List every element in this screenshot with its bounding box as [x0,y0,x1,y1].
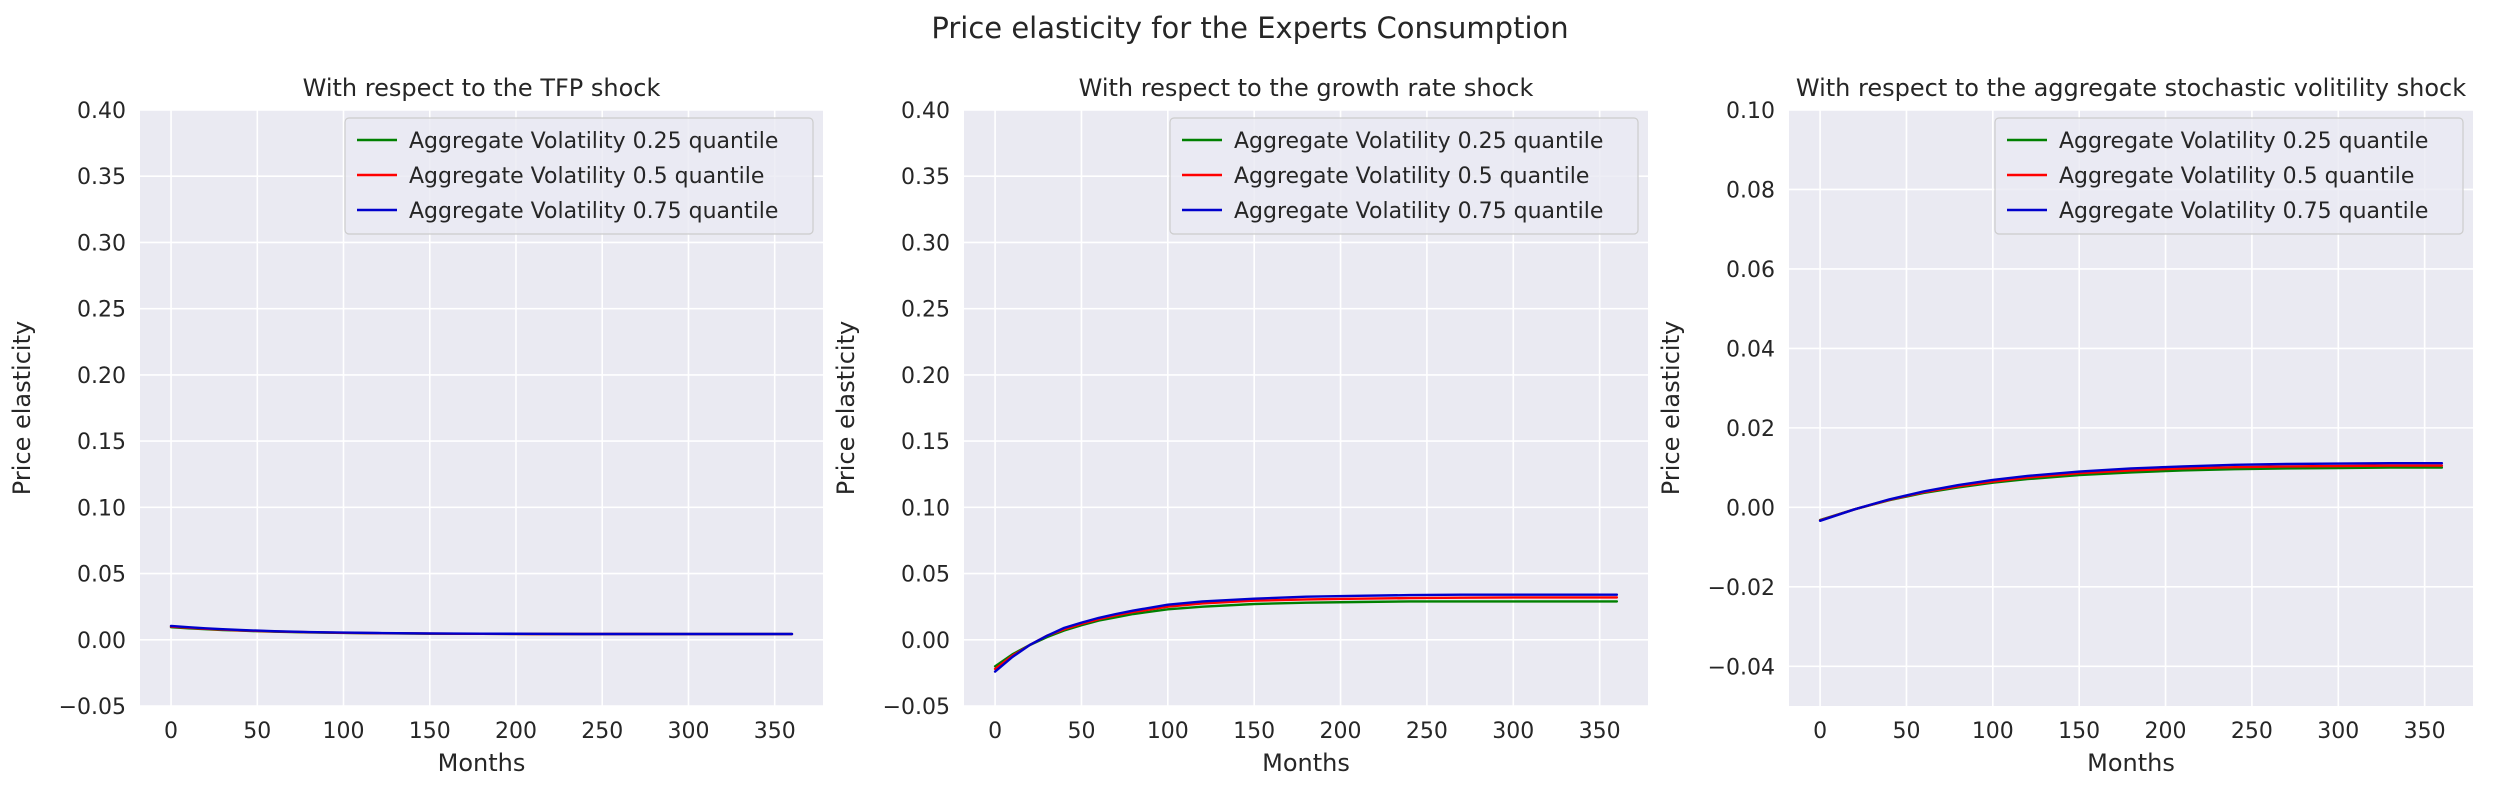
x-tick-label: 350 [1579,719,1621,744]
y-tick-label: 0.40 [901,99,950,124]
y-tick-label: 0.15 [77,430,126,455]
x-tick-label: 0 [164,719,178,744]
x-axis-label: Months [438,749,526,777]
y-tick-label: 0.30 [77,231,126,256]
legend-frame [1994,117,2464,235]
legend: Aggregate Volatility 0.25 quantile Aggreg… [344,117,814,235]
chart-panel-3: 0 50 100 150 200 250 300 350 −0.04 −0.02 0.00 0.02 0… [1657,74,2473,777]
legend-label: Aggregate Volatility 0.5 quantile [409,164,764,189]
y-tick-label: 0.00 [901,629,950,654]
x-tick-label: 250 [1406,719,1448,744]
y-tick-label: 0.04 [1726,337,1775,362]
y-tick-label: 0.00 [1726,496,1775,521]
x-tick-label: 350 [2404,719,2446,744]
x-tick-label: 200 [1320,719,1362,744]
y-tick-label: −0.05 [883,695,950,720]
legend: Aggregate Volatility 0.25 quantile Aggreg… [1169,117,1639,235]
x-tick-label: 100 [323,719,365,744]
y-tick-label: 0.40 [77,99,126,124]
subplot-title: With respect to the aggregate stochastic… [1796,74,2466,102]
subplot-title: With respect to the growth rate shock [1079,74,1534,102]
figure-title: Price elasticity for the Experts Consump… [931,11,1568,45]
y-tick-label: 0.05 [77,563,126,588]
x-tick-label: 250 [581,719,623,744]
x-tick-label: 150 [2058,719,2100,744]
legend-label: Aggregate Volatility 0.75 quantile [2059,199,2428,224]
y-tick-label: 0.25 [77,298,126,323]
y-tick-label: −0.05 [59,695,126,720]
y-tick-label: 0.00 [77,629,126,654]
legend-label: Aggregate Volatility 0.75 quantile [1234,199,1603,224]
y-tick-label: 0.20 [77,364,126,389]
y-tick-label: −0.04 [1708,655,1775,680]
x-tick-label: 200 [495,719,537,744]
y-tick-label: 0.06 [1726,258,1775,283]
x-tick-label: 300 [667,719,709,744]
x-axis-label: Months [2087,749,2175,777]
y-tick-label: 0.30 [901,231,950,256]
y-tick-label: 0.20 [901,364,950,389]
subplot-title: With respect to the TFP shock [303,74,661,102]
x-tick-label: 250 [2231,719,2273,744]
legend-label: Aggregate Volatility 0.25 quantile [409,129,778,154]
x-tick-label: 50 [243,719,271,744]
y-tick-label: 0.02 [1726,417,1775,442]
x-tick-label: 150 [1233,719,1275,744]
y-tick-label: 0.05 [901,563,950,588]
series-line-3 [1818,462,2444,522]
x-tick-label: 0 [988,719,1002,744]
x-tick-label: 150 [409,719,451,744]
legend-label: Aggregate Volatility 0.5 quantile [2059,164,2414,189]
chart-panel-2: 0 50 100 150 200 250 300 350 −0.05 0.00 0.05 0.10 0.… [832,74,1648,777]
y-tick-label: −0.02 [1708,576,1775,601]
x-tick-label: 50 [1892,719,1920,744]
legend-frame [344,117,814,235]
x-tick-label: 100 [1972,719,2014,744]
legend-frame [1169,117,1639,235]
x-tick-label: 100 [1147,719,1189,744]
series-line-3 [169,624,794,636]
x-tick-label: 350 [754,719,796,744]
legend-label: Aggregate Volatility 0.25 quantile [1234,129,1603,154]
y-tick-label: 0.10 [1726,99,1775,124]
x-tick-label: 300 [1492,719,1534,744]
chart-panel-1: 0 50 100 150 200 250 300 350 −0.05 0.00 0.05 0.10 0.… [8,74,823,777]
y-tick-label: 0.25 [901,298,950,323]
x-axis-label: Months [1262,749,1350,777]
series-line-3 [993,593,1619,673]
y-tick-label: 0.08 [1726,178,1775,203]
legend-label: Aggregate Volatility 0.5 quantile [1234,164,1589,189]
y-tick-label: 0.15 [901,430,950,455]
x-tick-label: 300 [2317,719,2359,744]
y-axis-label: Price elasticity [1657,321,1685,495]
y-tick-label: 0.35 [77,165,126,190]
legend-label: Aggregate Volatility 0.25 quantile [2059,129,2428,154]
x-tick-label: 200 [2145,719,2187,744]
y-tick-label: 0.10 [77,496,126,521]
y-axis-label: Price elasticity [8,321,36,495]
legend: Aggregate Volatility 0.25 quantile Aggreg… [1994,117,2464,235]
y-axis-label: Price elasticity [832,321,860,495]
x-tick-label: 0 [1813,719,1827,744]
y-tick-label: 0.10 [901,496,950,521]
legend-label: Aggregate Volatility 0.75 quantile [409,199,778,224]
x-tick-label: 50 [1067,719,1095,744]
y-tick-label: 0.35 [901,165,950,190]
